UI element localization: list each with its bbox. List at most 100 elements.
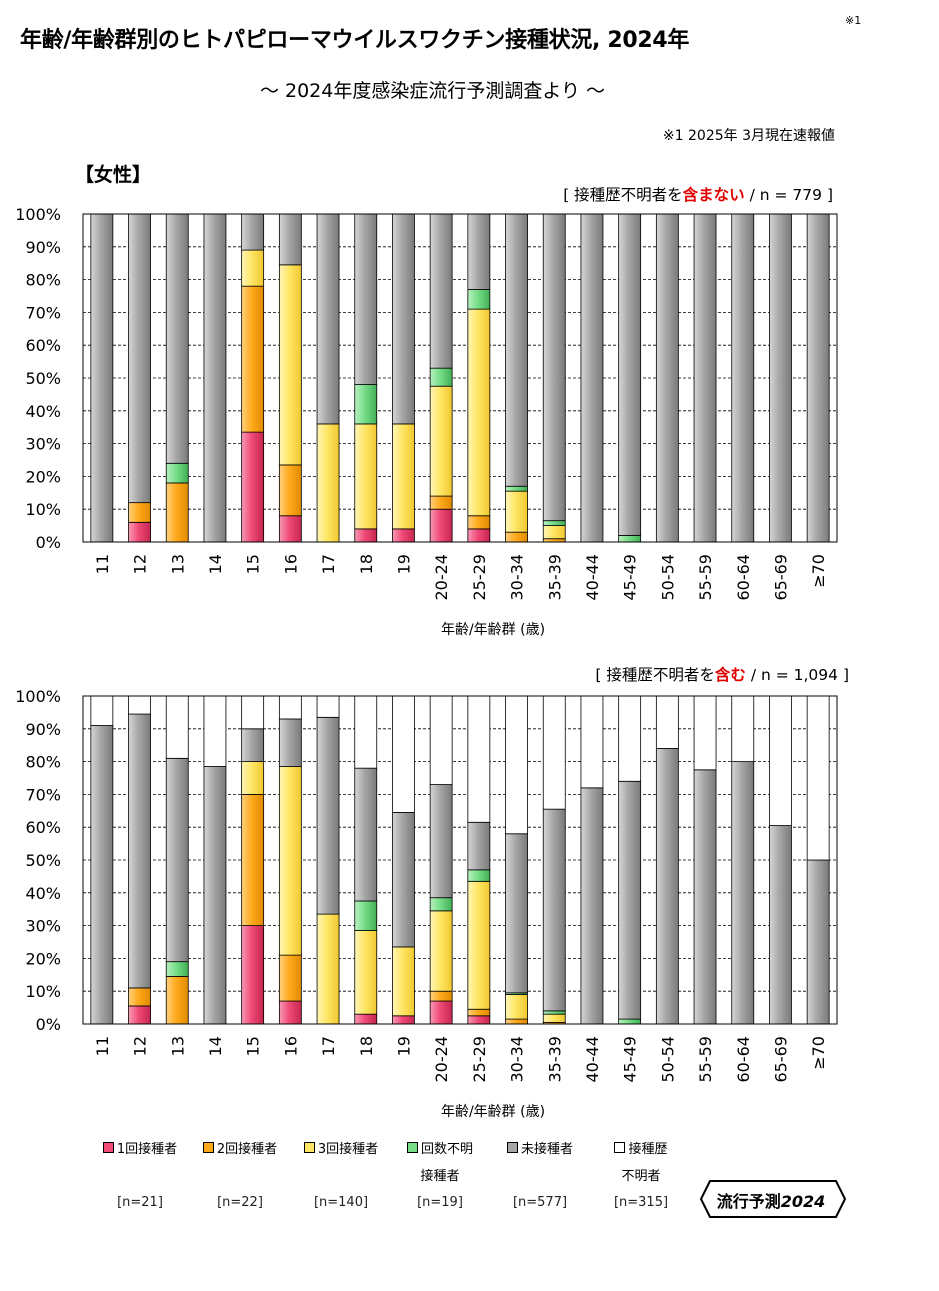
x-tick-label: 14: [206, 554, 225, 574]
bar-segment: [429, 784, 453, 899]
bar-segment: [241, 794, 265, 927]
bar-segment: [241, 249, 265, 287]
legend-swatch: [506, 1142, 518, 1153]
x-tick-label: 11: [93, 1036, 112, 1056]
bar-segment: [429, 508, 453, 543]
bar-segment: [618, 1018, 642, 1025]
bar-segment: [316, 423, 340, 543]
legend-swatch: [303, 1142, 315, 1153]
chart-subtitle: ～ 2024年度感染症流行予測調査より ～: [259, 80, 606, 102]
x-tick-label: 19: [394, 1036, 413, 1056]
bar-segment: [392, 423, 415, 530]
x-tick-label: 45-49: [621, 1036, 640, 1083]
bar-segment: [128, 695, 151, 715]
title-footnote-mark: ※1: [845, 14, 862, 27]
x-tick-label: 65-69: [771, 554, 790, 601]
chart1-condition: [ 接種歴不明者を含まない / n = 779 ]: [563, 183, 833, 205]
bar-segment: [429, 213, 453, 369]
bar-segment: [241, 695, 265, 730]
legend: 1回接種者 [n=21] 2回接種者 [n=22] 3回接種者 [n=140] 回数不明 接種…: [90, 1138, 670, 1218]
bar-segment: [278, 264, 302, 466]
x-tick-label: 40-44: [583, 1036, 602, 1083]
bar-segment: [128, 521, 151, 543]
legend-label: 未接種者: [520, 1142, 573, 1157]
chart2-condition-prefix: [ 接種歴不明者を: [595, 666, 715, 684]
bar-segment: [278, 1000, 302, 1025]
legend-item: 未接種者: [490, 1138, 590, 1157]
bar-segment: [467, 880, 491, 1010]
bar-segment: [467, 213, 491, 290]
y-tick-label: 50%: [25, 851, 61, 870]
bar-segment: [693, 769, 717, 1025]
bar-segment: [505, 833, 528, 994]
bar-segment: [241, 925, 265, 1025]
bar-segment: [128, 987, 151, 1007]
chart-title: 年齢/年齢群別のヒトパピローマウイルスワクチン接種状況, 2024年: [20, 28, 690, 53]
x-tick-label: 16: [281, 554, 300, 574]
bar-segment: [392, 812, 415, 948]
legend-item: 回数不明 接種者: [390, 1138, 490, 1184]
legend-sublabel: 接種者: [420, 1169, 460, 1184]
bar-segment: [806, 213, 830, 543]
x-tick-label: 14: [206, 1036, 225, 1056]
bar-segment: [467, 528, 491, 543]
bar-segment: [769, 213, 792, 543]
x-tick-label: ≥70: [809, 1036, 828, 1070]
bar-segment: [128, 213, 151, 504]
bar-segment: [693, 695, 717, 771]
x-tick-label: 12: [131, 554, 150, 574]
bar-segment: [354, 423, 378, 530]
bar-segment: [354, 900, 378, 931]
x-axis-label: 年齢/年齢群 (歳): [441, 622, 545, 638]
bar-segment: [806, 859, 830, 1025]
bar-segment: [278, 954, 302, 1002]
x-tick-label: 50-54: [658, 1036, 677, 1083]
bar-segment: [354, 1013, 378, 1025]
bar-segment: [354, 767, 378, 902]
legend-count: [n=315]: [613, 1195, 669, 1210]
bar-segment: [354, 384, 378, 425]
bar-segment: [165, 976, 189, 1025]
badge-label: 流行予測2024: [700, 1188, 842, 1212]
x-tick-label: 65-69: [771, 1036, 790, 1083]
x-tick-label: 13: [168, 554, 187, 574]
bar-segment: [354, 695, 378, 769]
bar-segment: [203, 766, 227, 1025]
y-tick-label: 90%: [25, 238, 61, 257]
bar-segment: [505, 213, 528, 487]
bar-segment: [505, 695, 528, 835]
bar-segment: [467, 821, 491, 871]
bar-segment: [542, 213, 566, 522]
bar-segment: [278, 718, 302, 767]
legend-sublabel: 不明者: [621, 1169, 661, 1184]
bar-segment: [241, 728, 265, 762]
bar-segment: [278, 766, 302, 956]
bar-segment: [542, 520, 566, 526]
bar-segment: [241, 213, 265, 251]
x-tick-label: 30-34: [508, 554, 527, 601]
bar-segment: [542, 1013, 566, 1023]
bar-segment: [429, 910, 453, 992]
bar-segment: [90, 725, 114, 1025]
bar-segment: [429, 385, 453, 497]
bar-segment: [467, 515, 491, 530]
legend-count: [n=22]: [217, 1195, 263, 1210]
bar-segment: [392, 1015, 415, 1025]
bar-segment: [806, 695, 830, 861]
chart-without-unknown: 0% 10% 20% 30% 40% 50% 60% 70% 80% 90% 100% 11 12 13 1…: [15, 205, 838, 638]
x-tick-label: 50-54: [658, 554, 677, 601]
bar-segment: [241, 285, 265, 433]
bar-segment: [542, 1010, 566, 1015]
legend-item: 接種歴 不明者: [591, 1138, 691, 1184]
bar-segment: [316, 695, 340, 718]
legend-item: 1回接種者: [90, 1138, 190, 1157]
y-tick-label: 70%: [25, 303, 61, 322]
bar-segment: [542, 695, 566, 810]
x-tick-label: 19: [394, 554, 413, 574]
bar-segment: [542, 808, 566, 1012]
badge-text-plain: 流行予測: [716, 1192, 781, 1211]
chart1-condition-emph: 含まない: [682, 186, 745, 204]
y-tick-label: 80%: [25, 271, 61, 290]
x-tick-label: 60-64: [734, 1036, 753, 1083]
